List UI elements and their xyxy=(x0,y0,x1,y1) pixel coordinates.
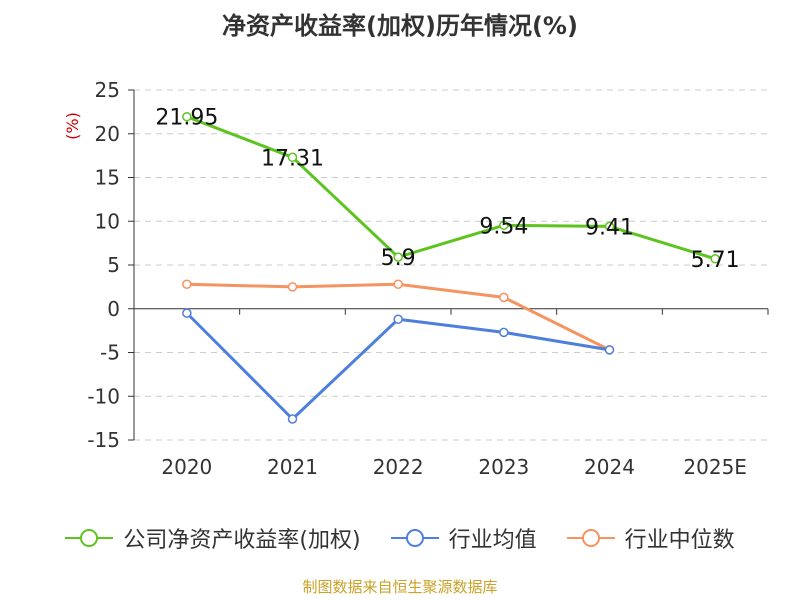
source-note: 制图数据来自恒生聚源数据库 xyxy=(302,578,498,596)
series-line xyxy=(186,115,716,261)
y-tick-label: 20 xyxy=(95,122,120,146)
y-tick-label: 0 xyxy=(107,297,120,321)
y-tick-label: -15 xyxy=(87,428,120,452)
legend-label: 公司净资产收益率(加权) xyxy=(123,528,361,553)
data-label: 17.31 xyxy=(261,146,324,171)
data-labels: 21.95 17.31 5.9 9.54 9.41 5.71 xyxy=(155,106,739,273)
data-point xyxy=(393,314,403,324)
data-label: 5.71 xyxy=(691,248,740,273)
y-tick-label: -10 xyxy=(87,384,120,408)
data-point xyxy=(499,327,509,338)
data-label: 5.9 xyxy=(381,246,416,271)
y-tick-label: -5 xyxy=(100,341,120,365)
legend-item[interactable]: 公司净资产收益率(加权) xyxy=(65,522,361,554)
legend-item[interactable]: 行业中位数 xyxy=(566,522,735,554)
data-point xyxy=(393,252,403,262)
y-tick-label: 15 xyxy=(95,166,120,190)
data-point xyxy=(710,254,720,264)
axes: 25 20 15 10 5 0 -5 -10 -15 2020 2021 2022 2023 2024 20… xyxy=(63,78,769,479)
legend-item[interactable]: 行业均值 xyxy=(390,522,537,554)
data-point xyxy=(393,279,403,289)
y-axis-unit-label: (%) xyxy=(63,112,82,140)
x-tick-label: 2021 xyxy=(267,455,318,479)
legend-line-circle-icon xyxy=(65,529,114,547)
data-point xyxy=(604,345,615,355)
data-point xyxy=(287,152,298,163)
data-point xyxy=(287,282,298,292)
data-point xyxy=(604,221,615,232)
y-tick-label: 5 xyxy=(107,253,120,277)
legend-label: 行业中位数 xyxy=(624,528,735,553)
data-point xyxy=(499,292,509,303)
data-label: 9.54 xyxy=(479,214,528,239)
chart-title: 净资产收益率(加权)历年情况(%) xyxy=(222,12,578,40)
legend-label: 行业均值 xyxy=(448,528,537,553)
y-tick-label: 25 xyxy=(95,78,120,102)
x-tick-label: 2023 xyxy=(478,455,529,479)
series-line xyxy=(185,312,610,421)
x-tick-label: 2025E xyxy=(683,455,747,479)
data-point xyxy=(499,220,509,231)
grid-lines xyxy=(134,89,768,441)
legend: 公司净资产收益率(加权) 行业均值 行业中位数 xyxy=(0,520,800,556)
series-lines xyxy=(182,111,720,424)
data-point xyxy=(182,279,192,289)
y-tick-label: 10 xyxy=(95,209,120,233)
legend-line-circle-icon xyxy=(390,529,439,547)
data-label: 21.95 xyxy=(155,106,218,131)
legend-line-circle-icon xyxy=(566,529,615,547)
line-chart: 25 20 15 10 5 0 -5 -10 -15 2020 2021 2022 2023 2024 20… xyxy=(63,78,769,479)
x-tick-label: 2022 xyxy=(373,455,424,479)
data-label: 9.41 xyxy=(585,215,634,240)
data-point xyxy=(182,111,192,122)
x-tick-label: 2024 xyxy=(584,455,635,479)
data-point xyxy=(182,308,192,318)
data-point xyxy=(287,414,298,424)
x-tick-label: 2020 xyxy=(161,455,212,479)
